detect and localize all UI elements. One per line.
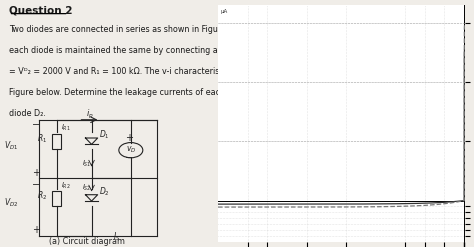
Text: Two diodes are connected in series as shown in Figure (a) below and the voltage : Two diodes are connected in series as sh… — [9, 25, 361, 34]
Text: (a) Circuit diagram: (a) Circuit diagram — [49, 237, 125, 246]
Text: $D_1$: $D_1$ — [99, 129, 110, 141]
Text: each diode is maintained the same by connecting a voltage-sharing resistor, such: each diode is maintained the same by con… — [9, 46, 374, 55]
Text: μA: μA — [220, 9, 227, 14]
Text: $v_D$: $v_D$ — [126, 145, 136, 155]
Text: −: − — [32, 120, 40, 130]
Text: $V_{D2}$: $V_{D2}$ — [4, 197, 18, 209]
Text: $I_{R1}$: $I_{R1}$ — [61, 123, 70, 133]
Text: = Vᴰ₂ = 2000 V and R₁ = 100 kΩ. The v-i characteristics of the diodes are shown : = Vᴰ₂ = 2000 V and R₁ = 100 kΩ. The v-i … — [9, 67, 343, 76]
Text: $D_2$: $D_2$ — [99, 185, 110, 198]
Text: −: − — [32, 180, 40, 189]
Text: $R_1$: $R_1$ — [36, 133, 47, 145]
Text: Question 2: Question 2 — [9, 6, 73, 16]
Text: +: + — [125, 133, 133, 143]
Text: diode D₂.: diode D₂. — [9, 109, 46, 118]
Bar — [52, 191, 62, 206]
Text: Figure below. Determine the leakage currents of each diode and the resistance R₂: Figure below. Determine the leakage curr… — [9, 88, 367, 97]
Text: $I_{S2}$: $I_{S2}$ — [82, 183, 91, 193]
Text: $V_{D1}$: $V_{D1}$ — [4, 140, 18, 152]
Text: $R_2$: $R_2$ — [36, 190, 47, 202]
Text: $I_S$: $I_S$ — [113, 230, 121, 243]
Text: −: − — [125, 153, 134, 163]
Bar — [52, 134, 62, 149]
Text: $i_p$: $i_p$ — [85, 108, 93, 121]
Text: +: + — [32, 225, 40, 235]
Text: $I_{R2}$: $I_{R2}$ — [61, 181, 70, 191]
Text: +: + — [32, 168, 40, 178]
Text: $I_{S1}$: $I_{S1}$ — [82, 158, 91, 169]
